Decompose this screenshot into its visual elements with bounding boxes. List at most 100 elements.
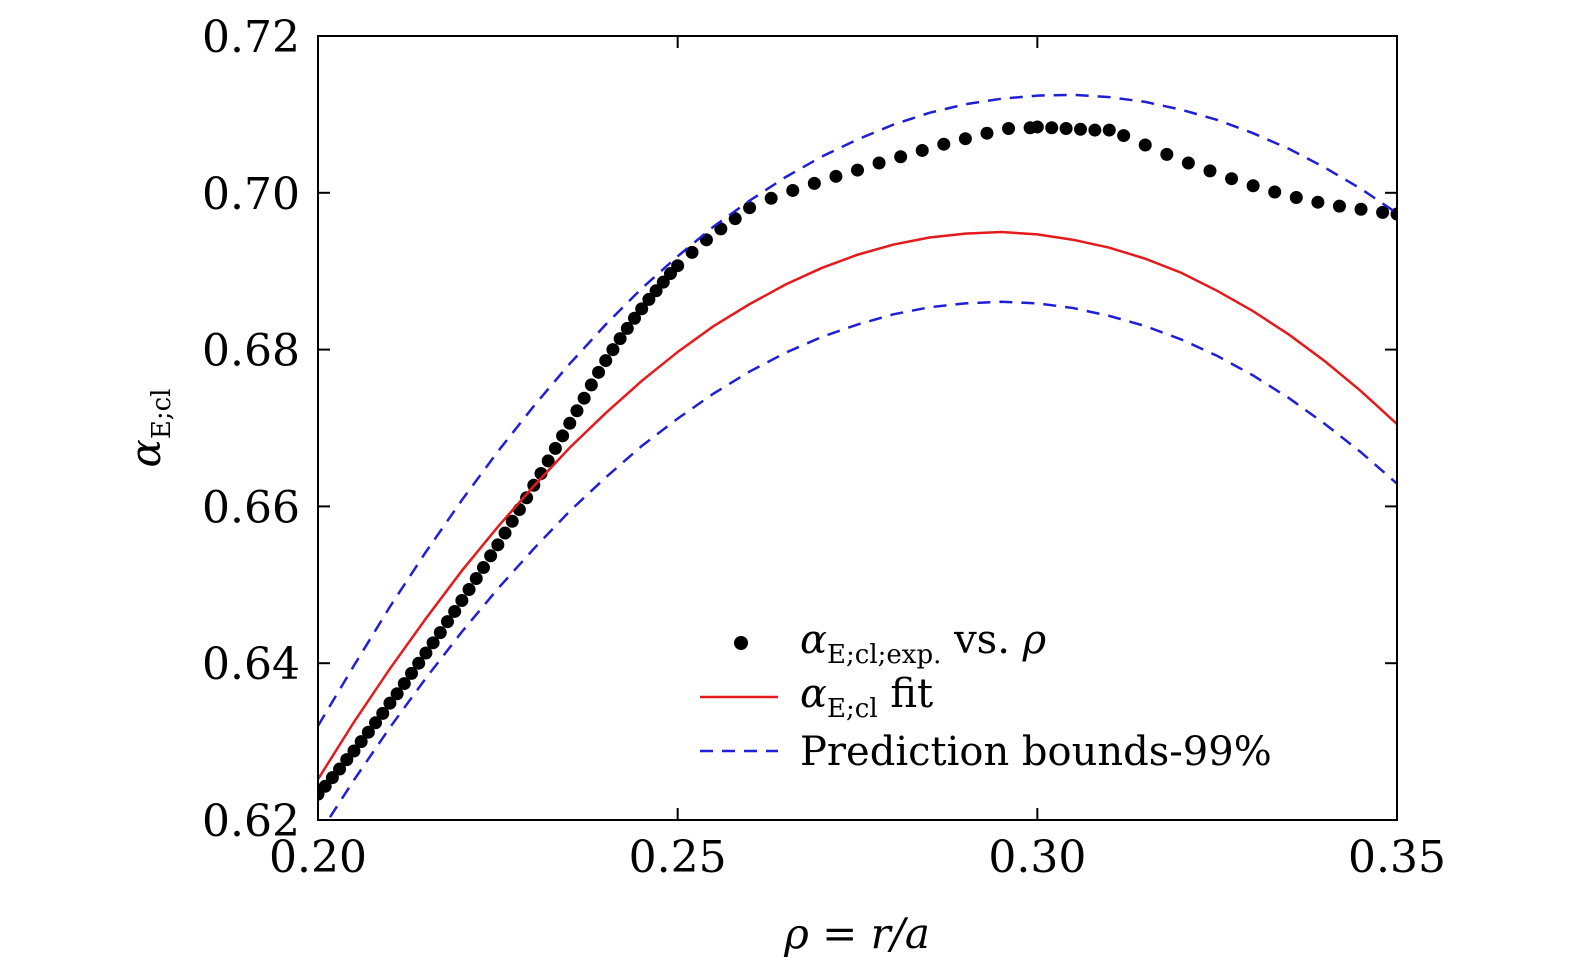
data-point <box>728 212 742 226</box>
data-point <box>1332 199 1346 213</box>
data-point <box>397 677 411 691</box>
data-point <box>937 137 951 151</box>
data-point <box>433 626 447 640</box>
data-point <box>1073 122 1087 136</box>
svg-text:αE;cl: αE;cl <box>121 389 177 468</box>
legend-label-points: αE;cl;exp. vs. ρ <box>800 617 1047 670</box>
y-tick-label: 0.68 <box>202 326 300 377</box>
data-point <box>1088 123 1102 137</box>
data-point <box>1268 185 1282 199</box>
data-point <box>1045 121 1059 135</box>
legend: αE;cl;exp. vs. ρ αE;cl fit Prediction bo… <box>700 617 1272 775</box>
data-point <box>1117 129 1131 143</box>
data-point <box>405 666 419 680</box>
data-point <box>361 725 375 739</box>
data-point <box>1059 122 1073 136</box>
y-tick-label: 0.62 <box>202 796 300 847</box>
data-point <box>829 169 843 183</box>
data-point <box>671 259 685 273</box>
data-point <box>325 771 339 785</box>
x-tick-label: 0.25 <box>629 832 727 883</box>
y-tick-label: 0.64 <box>202 639 300 690</box>
y-tick-label: 0.66 <box>202 482 300 533</box>
x-tick-label: 0.20 <box>269 832 367 883</box>
data-point <box>743 201 757 215</box>
data-point <box>1102 123 1116 137</box>
x-tick-label: 0.35 <box>1348 832 1446 883</box>
data-point <box>1138 138 1152 152</box>
y-tick-label: 0.72 <box>202 12 300 63</box>
data-point <box>440 615 454 629</box>
data-point <box>1203 164 1217 178</box>
data-point <box>318 779 332 793</box>
data-point <box>383 696 397 710</box>
data-point <box>520 491 534 505</box>
data-point <box>714 222 728 236</box>
data-point <box>807 176 821 190</box>
data-point <box>376 706 390 720</box>
data-point <box>764 191 778 205</box>
plot-frame <box>317 35 1398 821</box>
data-point <box>469 572 483 586</box>
prediction-bound-line <box>318 93 1397 727</box>
data-point <box>563 416 577 430</box>
y-axis-label: αE;cl <box>121 389 177 468</box>
legend-label-bounds: Prediction bounds-99% <box>800 729 1272 775</box>
data-point <box>541 454 555 468</box>
data-point <box>333 762 347 776</box>
data-point <box>872 156 886 170</box>
data-point <box>548 441 562 455</box>
data-point <box>592 365 606 379</box>
data-point <box>354 735 368 749</box>
data-point <box>534 466 548 480</box>
data-point <box>685 245 699 259</box>
data-point <box>635 302 649 316</box>
data-point <box>556 429 570 443</box>
data-point <box>606 343 620 357</box>
data-point <box>1354 202 1368 216</box>
data-point <box>786 183 800 197</box>
data-point <box>649 284 663 298</box>
data-point <box>1246 179 1260 193</box>
data-point <box>512 503 526 517</box>
data-point <box>1030 120 1044 134</box>
y-tick-label: 0.70 <box>202 169 300 220</box>
prediction-bound-line <box>326 300 1397 820</box>
legend-marker-points <box>734 636 748 650</box>
data-point <box>980 126 994 140</box>
data-point <box>426 636 440 650</box>
data-point <box>1225 172 1239 186</box>
x-tick-label: 0.30 <box>988 832 1086 883</box>
data-point <box>455 593 469 607</box>
data-point <box>599 354 613 368</box>
data-point <box>491 538 505 552</box>
data-point <box>1002 122 1016 136</box>
series-points <box>318 120 1397 801</box>
data-point <box>577 391 591 405</box>
data-point <box>347 744 361 758</box>
data-point <box>851 163 864 177</box>
data-point <box>613 332 627 346</box>
data-point <box>340 753 354 767</box>
data-point <box>656 275 670 289</box>
data-point <box>628 311 642 325</box>
data-point <box>1311 195 1325 209</box>
ticks-layer: 0.20 0.25 0.30 0.35 0.62 0.64 0.66 0.68 0.70 0.72 <box>202 12 1446 883</box>
data-point <box>1289 191 1303 205</box>
data-point <box>915 143 929 157</box>
data-point <box>462 583 476 597</box>
data-point <box>419 646 433 660</box>
data-point <box>505 514 519 528</box>
data-point <box>570 404 584 418</box>
data-point <box>894 150 908 164</box>
legend-label-fit: αE;cl fit <box>800 671 933 724</box>
data-point <box>642 292 656 306</box>
data-point <box>1160 147 1174 161</box>
data-point <box>584 378 598 392</box>
data-point <box>1181 156 1195 170</box>
x-axis-label: ρ = r/a <box>783 909 930 958</box>
data-point <box>476 561 490 575</box>
y-axis-label-sub: E;cl <box>147 389 177 440</box>
data-point <box>498 526 512 540</box>
